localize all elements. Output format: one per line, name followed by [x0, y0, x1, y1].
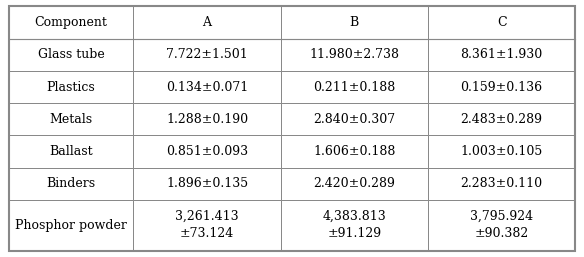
Bar [133, 135, 281, 168]
Text: 1.288±0.190: 1.288±0.190 [166, 113, 248, 126]
Text: 2.483±0.289: 2.483±0.289 [461, 113, 543, 126]
Bar [428, 135, 575, 168]
Bar [133, 39, 281, 71]
Text: Component: Component [34, 16, 107, 29]
Text: 1.606±0.188: 1.606±0.188 [313, 145, 395, 158]
Bar [9, 71, 133, 103]
Bar [281, 39, 428, 71]
Text: A: A [203, 16, 211, 29]
Text: 0.159±0.136: 0.159±0.136 [461, 80, 543, 94]
Text: 8.361±1.930: 8.361±1.930 [460, 48, 543, 61]
Text: Ballast: Ballast [49, 145, 93, 158]
Text: B: B [350, 16, 359, 29]
Text: 3,261.413
±73.124: 3,261.413 ±73.124 [175, 210, 239, 240]
Text: 1.896±0.135: 1.896±0.135 [166, 177, 248, 190]
Bar [428, 103, 575, 135]
Text: 2.283±0.110: 2.283±0.110 [461, 177, 543, 190]
Bar [281, 168, 428, 200]
Text: Binders: Binders [47, 177, 96, 190]
Bar [133, 103, 281, 135]
Text: Metals: Metals [50, 113, 93, 126]
Bar [428, 168, 575, 200]
Text: 0.134±0.071: 0.134±0.071 [166, 80, 248, 94]
Text: 11.980±2.738: 11.980±2.738 [310, 48, 399, 61]
Bar [9, 200, 133, 251]
Bar [9, 103, 133, 135]
Bar [428, 39, 575, 71]
Text: 0.211±0.188: 0.211±0.188 [313, 80, 395, 94]
Bar [9, 39, 133, 71]
Bar [281, 200, 428, 251]
Text: 2.840±0.307: 2.840±0.307 [313, 113, 395, 126]
Text: Glass tube: Glass tube [38, 48, 105, 61]
Text: 3,795.924
±90.382: 3,795.924 ±90.382 [470, 210, 533, 240]
Bar [281, 135, 428, 168]
Text: 2.420±0.289: 2.420±0.289 [314, 177, 395, 190]
Bar [281, 71, 428, 103]
Text: 0.851±0.093: 0.851±0.093 [166, 145, 248, 158]
Text: 4,383.813
±91.129: 4,383.813 ±91.129 [322, 210, 386, 240]
Bar [428, 6, 575, 39]
Text: Phosphor powder: Phosphor powder [15, 219, 127, 232]
Text: 7.722±1.501: 7.722±1.501 [166, 48, 248, 61]
Bar [281, 6, 428, 39]
Bar [428, 200, 575, 251]
Text: 1.003±0.105: 1.003±0.105 [460, 145, 543, 158]
Text: Plastics: Plastics [47, 80, 95, 94]
Bar [281, 103, 428, 135]
Bar [133, 168, 281, 200]
Text: C: C [497, 16, 506, 29]
Bar [9, 135, 133, 168]
Bar [9, 6, 133, 39]
Bar [9, 168, 133, 200]
Bar [133, 6, 281, 39]
Bar [133, 200, 281, 251]
Bar [133, 71, 281, 103]
Bar [428, 71, 575, 103]
